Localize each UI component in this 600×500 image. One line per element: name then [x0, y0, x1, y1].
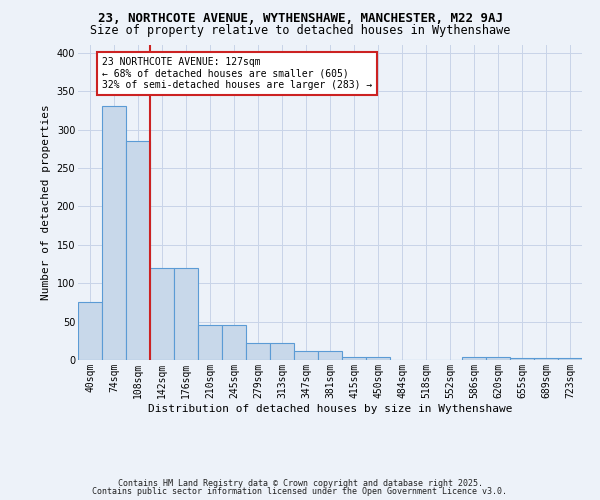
Bar	[558, 358, 582, 360]
Bar	[150, 268, 174, 360]
Bar	[222, 326, 246, 360]
Bar	[270, 343, 294, 360]
Bar	[246, 343, 270, 360]
Bar	[294, 351, 318, 360]
Text: 23 NORTHCOTE AVENUE: 127sqm
← 68% of detached houses are smaller (605)
32% of se: 23 NORTHCOTE AVENUE: 127sqm ← 68% of det…	[102, 56, 372, 90]
Bar	[198, 326, 222, 360]
Text: Contains public sector information licensed under the Open Government Licence v3: Contains public sector information licen…	[92, 487, 508, 496]
Bar	[366, 357, 390, 360]
Bar	[78, 302, 102, 360]
Bar	[102, 106, 126, 360]
Text: Contains HM Land Registry data © Crown copyright and database right 2025.: Contains HM Land Registry data © Crown c…	[118, 478, 482, 488]
X-axis label: Distribution of detached houses by size in Wythenshawe: Distribution of detached houses by size …	[148, 404, 512, 413]
Bar	[510, 358, 534, 360]
Text: 23, NORTHCOTE AVENUE, WYTHENSHAWE, MANCHESTER, M22 9AJ: 23, NORTHCOTE AVENUE, WYTHENSHAWE, MANCH…	[97, 12, 503, 26]
Bar	[534, 358, 558, 360]
Bar	[126, 141, 150, 360]
Text: Size of property relative to detached houses in Wythenshawe: Size of property relative to detached ho…	[90, 24, 510, 37]
Bar	[462, 357, 486, 360]
Y-axis label: Number of detached properties: Number of detached properties	[41, 104, 51, 300]
Bar	[486, 357, 510, 360]
Bar	[342, 357, 366, 360]
Bar	[174, 268, 198, 360]
Bar	[318, 351, 342, 360]
